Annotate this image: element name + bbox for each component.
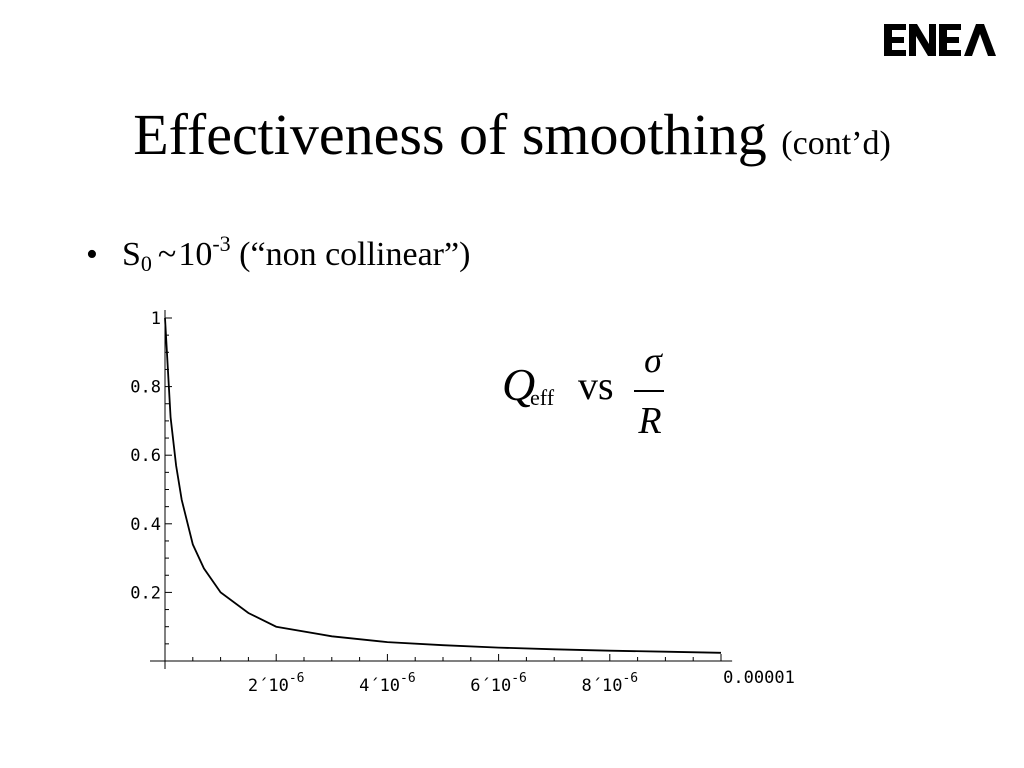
enea-logo [884, 24, 996, 56]
formula-numerator: σ [644, 340, 662, 380]
bullet-tilde: ~ [157, 236, 177, 273]
y-tick-label: 0.6 [130, 446, 161, 466]
bullet-item: • S0 ~10-3 (“non collinear”) [86, 222, 470, 286]
y-tick-label: 1 [151, 309, 161, 329]
bullet-note: (“non collinear”) [239, 236, 471, 273]
formula-q-subscript: eff [530, 385, 555, 410]
bullet-s-symbol: S [122, 236, 141, 273]
bullet-marker: • [86, 236, 98, 273]
formula-vs: vs [578, 363, 614, 408]
formula-q: Q [502, 359, 536, 410]
x-tick-label: 8´10-6 [581, 671, 638, 696]
slide-title: Effectiveness of smoothing (cont’d) [0, 100, 1024, 179]
y-tick-label: 0.8 [130, 378, 161, 398]
x-tick-label: 2´10-6 [248, 671, 305, 696]
slide-title-suffix: (cont’d) [781, 125, 891, 162]
formula-annotation: Q eff vs σ R [498, 340, 688, 450]
bullet-base: 10 [178, 236, 213, 273]
y-tick-label: 0.4 [130, 515, 161, 535]
formula-fraction-bar [634, 390, 664, 392]
bullet-exponent: -3 [212, 231, 231, 256]
slide-title-main: Effectiveness of smoothing [133, 102, 767, 167]
y-tick-label: 0.2 [130, 583, 161, 603]
formula-denominator: R [638, 400, 662, 442]
x-tick-label: 0.00001 [723, 668, 795, 688]
series-line-0 [164, 317, 722, 654]
x-tick-label: 4´10-6 [359, 671, 416, 696]
x-tick-label: 6´10-6 [470, 671, 527, 696]
bullet-s-subscript: 0 [140, 251, 152, 276]
